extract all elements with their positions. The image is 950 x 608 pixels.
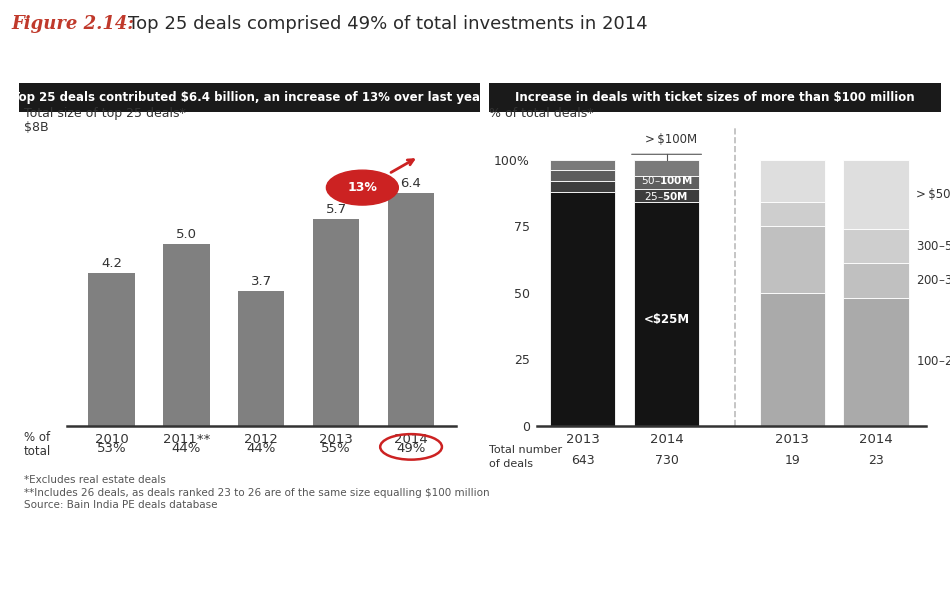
Bar bbox=[634, 176, 699, 189]
Text: Source: Bain India PE deals database: Source: Bain India PE deals database bbox=[24, 500, 218, 510]
Text: 49%: 49% bbox=[396, 442, 426, 455]
Text: $8B: $8B bbox=[24, 121, 48, 134]
Circle shape bbox=[327, 170, 398, 205]
Bar bbox=[760, 159, 825, 202]
Text: Figure 2.14:: Figure 2.14: bbox=[11, 15, 134, 33]
Text: 5.7: 5.7 bbox=[326, 202, 347, 216]
Text: Top 25 deals contributed $6.4 billion, an increase of 13% over last year: Top 25 deals contributed $6.4 billion, a… bbox=[12, 91, 486, 105]
Text: % of total deals*: % of total deals* bbox=[489, 107, 594, 120]
Text: % of: % of bbox=[24, 431, 49, 444]
Text: 13%: 13% bbox=[348, 181, 377, 194]
Text: 3.7: 3.7 bbox=[251, 275, 272, 288]
Bar bbox=[634, 159, 699, 176]
Text: **Includes 26 deals, as deals ranked 23 to 26 are of the same size equalling $10: **Includes 26 deals, as deals ranked 23 … bbox=[24, 488, 489, 497]
Text: > $500M: > $500M bbox=[916, 188, 950, 201]
Text: 53%: 53% bbox=[97, 442, 126, 455]
Text: 730: 730 bbox=[655, 454, 678, 468]
Text: Total size of top 25 deals*: Total size of top 25 deals* bbox=[24, 107, 185, 120]
Text: Increase in deals with ticket sizes of more than $100 million: Increase in deals with ticket sizes of m… bbox=[515, 91, 915, 105]
Bar bbox=[550, 159, 616, 170]
Bar bbox=[760, 226, 825, 292]
Bar bbox=[550, 181, 616, 192]
Text: 44%: 44% bbox=[247, 442, 276, 455]
Bar bbox=[760, 292, 825, 426]
Text: Top 25 deals comprised 49% of total investments in 2014: Top 25 deals comprised 49% of total inve… bbox=[128, 15, 648, 33]
Bar bbox=[844, 298, 908, 426]
Text: 44%: 44% bbox=[172, 442, 201, 455]
Bar bbox=[634, 202, 699, 426]
Text: 643: 643 bbox=[571, 454, 595, 468]
Text: total: total bbox=[24, 445, 51, 458]
Text: 6.4: 6.4 bbox=[401, 177, 422, 190]
Text: > $100M: > $100M bbox=[645, 133, 697, 147]
Bar bbox=[238, 291, 284, 426]
Bar bbox=[760, 202, 825, 226]
Bar bbox=[844, 263, 908, 298]
Text: $25–$50M: $25–$50M bbox=[644, 190, 689, 201]
Text: $300–$500M: $300–$500M bbox=[916, 240, 950, 252]
Text: of deals: of deals bbox=[489, 459, 533, 469]
Bar bbox=[844, 159, 908, 229]
Text: <$25M: <$25M bbox=[643, 313, 690, 326]
Text: 55%: 55% bbox=[321, 442, 351, 455]
Text: 23: 23 bbox=[868, 454, 884, 468]
Text: *Excludes real estate deals: *Excludes real estate deals bbox=[24, 475, 165, 485]
Text: Total number: Total number bbox=[489, 445, 562, 455]
Bar bbox=[550, 170, 616, 181]
Text: $200–$300M: $200–$300M bbox=[916, 274, 950, 287]
Text: 5.0: 5.0 bbox=[176, 228, 197, 241]
Text: $50–$100M: $50–$100M bbox=[641, 173, 693, 185]
Bar bbox=[388, 193, 434, 426]
Bar bbox=[88, 273, 135, 426]
Text: 4.2: 4.2 bbox=[101, 257, 122, 270]
Text: $100–$200M: $100–$200M bbox=[916, 355, 950, 368]
Bar bbox=[163, 244, 210, 426]
Bar bbox=[550, 192, 616, 426]
Bar bbox=[634, 189, 699, 202]
Bar bbox=[313, 218, 359, 426]
Text: 19: 19 bbox=[785, 454, 800, 468]
Bar bbox=[844, 229, 908, 263]
